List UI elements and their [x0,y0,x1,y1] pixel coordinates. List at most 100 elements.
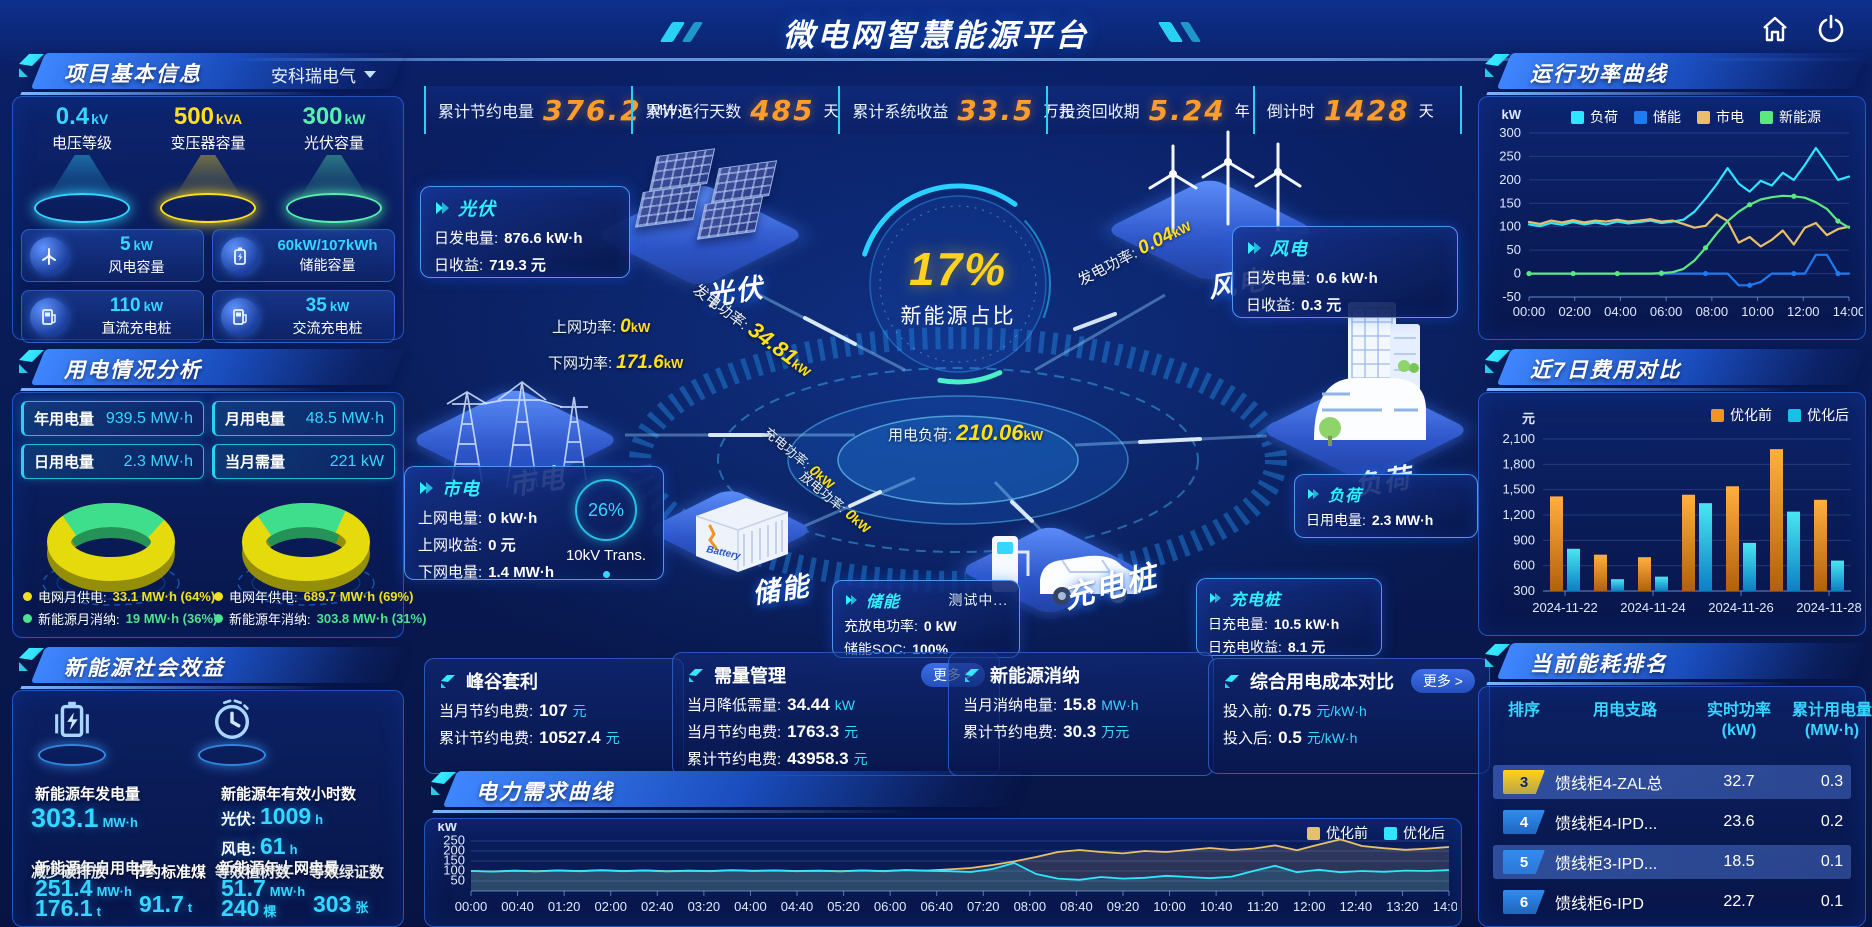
gauge-rings [857,183,1059,385]
stat-unit: kW [834,697,855,713]
company-dropdown[interactable]: 安科瑞电气 [271,62,376,87]
legend-item[interactable]: 储能 [1634,107,1681,127]
legend-name: 优化后 [1807,407,1849,423]
donut-year [208,489,403,617]
realtime-power: 23.6 [1723,813,1755,830]
svg-text:100: 100 [443,863,465,878]
total-energy: 0.1 [1820,853,1844,870]
legend-item[interactable]: 负荷 [1571,107,1618,127]
svg-text:00:00: 00:00 [455,899,488,914]
home-icon[interactable] [1758,12,1792,46]
panel-corner-icon [19,54,44,77]
legend-item[interactable]: 优化后 [1788,405,1849,425]
light-cone [298,155,370,201]
legend-swatch [1711,408,1724,422]
light-cone [46,155,118,201]
chevron-icon [1210,593,1221,603]
legend-row: 电网年供电: 689.7 MW·h (69%) [214,587,413,606]
panel-title: 运行功率曲线 [1530,63,1668,86]
stat-label: 累计节约电费: [687,751,782,768]
panel-title: 当前能耗排名 [1530,653,1668,676]
stat-value: 0.75 [1278,701,1312,720]
svg-text:12:00: 12:00 [1787,304,1820,319]
svg-text:12:00: 12:00 [1293,899,1326,914]
card-renewable-consumption: 新能源消纳 当月消纳电量: 15.8 MW·h 累计节约电费: 30.3 万元 [948,652,1214,776]
svg-text:02:00: 02:00 [1558,304,1591,319]
transformer-load-pct: 26% [587,499,625,520]
stat-label: 当月降低需量: [687,697,782,714]
capacity-card: 60kW/107kWh 储能容量 [212,229,395,282]
title-decor-right [1157,22,1202,42]
power-icon[interactable] [1814,12,1848,46]
card-stat-row: 当月消纳电量: 15.8 MW·h [963,694,1199,715]
panel-corner-icon [19,648,44,671]
ranking-column-header: 用电支路 [1592,702,1657,719]
svg-text:1,800: 1,800 [1502,456,1535,471]
benefit-pv-hours: 光伏: 1009 h [221,803,324,829]
ac-charger-icon [221,297,259,336]
stat-unit: 元 [853,751,868,767]
legend-value: 303.8 MW·h (31%) [316,611,427,626]
legend-item[interactable]: 优化后 [1384,823,1445,843]
svg-text:06:00: 06:00 [874,899,907,914]
legend-swatch [1571,110,1584,124]
carousel-dot[interactable] [602,571,610,578]
card-cost-comparison: 综合用电成本对比 更多 > 投入前: 0.75 元/kW·h 投入后: 0.5 元/kW·h [1208,658,1490,774]
card-title-row: 峰谷套利 [439,668,669,694]
card-peak-valley-arbitrage: 峰谷套利 当月节约电费: 107 元累计节约电费: 10527.4 元 [424,658,684,774]
panel-header: 运行功率曲线 [1478,50,1868,94]
legend-item[interactable]: 优化前 [1711,405,1772,425]
kpi-unit: 天 [823,102,839,120]
card-stat-row: 当月降低需量: 34.44 kW [687,694,985,715]
more-button[interactable]: 更多 > [1410,669,1475,693]
capacity-card-value: 60kW/107kWh [269,237,386,254]
wind-turbine-icon [30,236,68,275]
ranking-column-header: 累计用电量 (MW·h) [1791,702,1872,739]
panel-header: 用电情况分析 [12,346,406,390]
grid-info-box: 市电 上网电量: 0 kW·h 上网收益: 0 元 下网电量: 1.4 MW·h 26… [404,466,664,581]
legend-value: 19 MW·h (36%) [125,611,218,626]
panel-title: 电力需求曲线 [476,781,614,804]
panel-corner-icon [1485,54,1510,77]
legend-item[interactable]: 新能源 [1760,107,1821,127]
kpi-item: 累计运行天数 485 天 [631,86,839,134]
legend-item[interactable]: 市电 [1697,107,1744,127]
panel-social-benefit: 新能源社会效益 新能源年发电量 303.1 MW·h 新能源年有效小时数 光伏: 1… [12,644,406,927]
chevron-icon [436,202,449,214]
capacity-card-text: 5 kW 风电容量 [78,234,195,277]
legend-name: 市电 [1716,109,1744,125]
capacity-card-label: 风电容量 [108,259,165,275]
svg-text:05:20: 05:20 [827,899,860,914]
benefit-trees-label: 等效植树数 [215,864,291,881]
panel-cost-compare: 近7日费用对比 优化前 优化后 2,100 1,800 1,500 1,200 900 60… [1478,346,1868,636]
svg-text:03:20: 03:20 [688,899,721,914]
load-info-box: 负荷 日用电量: 2.3 MW·h [1294,474,1478,538]
svg-text:50: 50 [1507,242,1521,257]
panel-title: 用电情况分析 [64,359,202,382]
legend-value: 33.1 MW·h (64%) [112,589,216,604]
svg-text:08:00: 08:00 [1696,304,1729,319]
legend-row: 新能源年消纳: 303.8 MW·h (31%) [214,609,426,628]
capacity-number: 60kW/107kWh [277,236,378,254]
benefit-energy-pedestal [29,697,115,766]
card-stat-row: 投入前: 0.75 元/kW·h [1223,700,1475,721]
svg-text:04:00: 04:00 [734,899,767,914]
stat-label: 当月节约电费: [439,703,534,720]
panel-title: 项目基本信息 [64,63,202,86]
charger-info-box: 充电桩 日充电量: 10.5 kW·h 日充电收益: 8.1 元 [1196,578,1382,656]
kpi-value: 376.2 [543,93,642,127]
svg-text:250: 250 [1499,148,1521,163]
legend-row: 电网月供电: 33.1 MW·h (64%) [23,587,215,606]
capacity-card-value: 5 kW [78,234,195,256]
legend-item[interactable]: 优化前 [1307,823,1368,843]
spotlight-value: 300 kW [271,103,397,131]
solar-info-box: 光伏 日发电量: 876.6 kW·h 日收益: 719.3 元 [420,186,630,278]
svg-text:kW: kW [438,823,458,834]
usage-stat-chip: 当月需量 221 kW [212,444,395,479]
svg-text:2024-11-28: 2024-11-28 [1796,600,1862,615]
stat-label: 当月节约电费: [687,724,782,741]
kpi-item: 累计系统收益 33.5 万元 [838,86,1074,134]
kpi-label: 累计运行天数 [645,104,742,121]
